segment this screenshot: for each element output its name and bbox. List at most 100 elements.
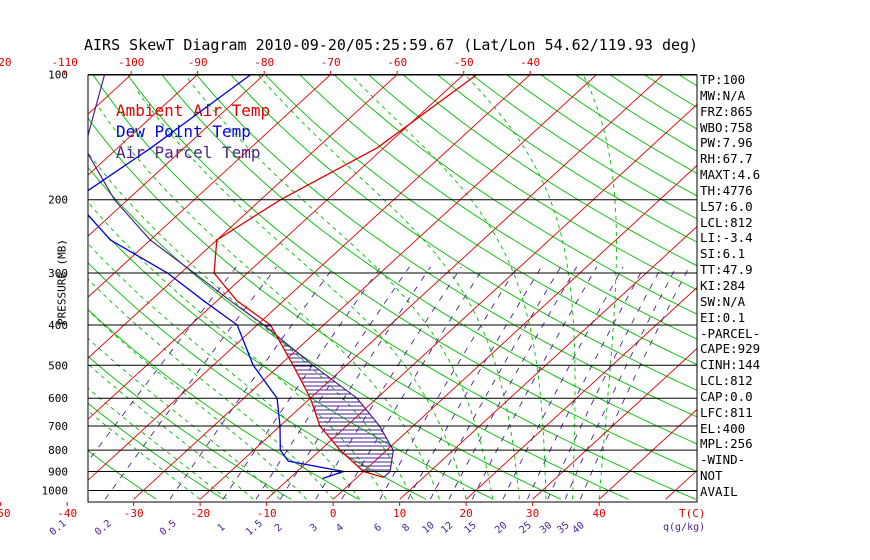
moist-adiabat xyxy=(350,75,547,500)
mixing-ratio-line xyxy=(526,266,645,500)
moist-adiabat xyxy=(88,201,387,500)
mixing-ratio-label: 6 xyxy=(372,522,384,534)
mixing-ratio-label: 35 xyxy=(555,520,571,536)
mixing-ratio-label: 8 xyxy=(400,522,412,534)
dry-adiabat xyxy=(88,450,157,500)
isotherm xyxy=(532,347,697,500)
stat-line: KI:284 xyxy=(700,277,746,293)
moist-adiabat xyxy=(257,75,520,500)
pressure-tick-label: 200 xyxy=(48,194,68,207)
mixing-ratio-label: 15 xyxy=(462,520,478,536)
mixing-ratio-line xyxy=(104,266,277,500)
dry-adiabat xyxy=(299,75,697,340)
stat-line: FRZ:865 xyxy=(700,103,753,119)
dry-adiabat xyxy=(196,75,697,418)
mixing-ratio-label: 10 xyxy=(421,520,437,536)
top-temp-tick-label: -90 xyxy=(188,56,208,69)
stat-line: TT:47.9 xyxy=(700,262,753,278)
mixing-ratio-line xyxy=(502,266,624,500)
top-temp-tick-label: -110 xyxy=(51,56,78,69)
stat-line: MPL:256 xyxy=(700,436,753,452)
mixing-ratio-line xyxy=(429,266,562,500)
mixing-ratio-axis-label: q(g/kg) xyxy=(663,522,705,533)
dry-adiabat xyxy=(333,75,697,315)
isotherm xyxy=(332,164,697,500)
stat-line: EL:400 xyxy=(700,420,746,436)
mixing-ratio-line xyxy=(407,266,542,500)
temp-axis-label: T(C) xyxy=(679,507,706,520)
top-temp-tick-label: -70 xyxy=(321,56,341,69)
dry-adiabat xyxy=(88,498,90,500)
dry-adiabat xyxy=(747,75,870,500)
stat-line: LCL:812 xyxy=(700,214,753,230)
pressure-tick-label: 800 xyxy=(48,444,68,457)
stat-line: TH:4776 xyxy=(700,182,753,198)
mixing-ratio-label: 2 xyxy=(273,522,285,534)
top-temp-tick-label: -100 xyxy=(118,56,145,69)
stat-line: LI:-3.4 xyxy=(700,230,753,246)
stat-line: SI:6.1 xyxy=(700,246,746,262)
mixing-ratio-line xyxy=(448,266,578,500)
dry-adiabat xyxy=(368,75,697,291)
isotherm xyxy=(88,75,132,115)
dry-adiabat xyxy=(264,75,697,366)
mixing-ratio-line xyxy=(547,266,662,500)
pressure-tick-label: 600 xyxy=(48,392,68,405)
mixing-ratio-line xyxy=(471,266,598,500)
pressure-tick-label: 300 xyxy=(48,267,68,280)
plot-area xyxy=(88,75,870,500)
legend-ambient: Ambient Air Temp xyxy=(116,101,271,120)
moist-adiabat xyxy=(88,152,414,500)
dry-adiabat xyxy=(88,402,225,500)
stat-line: CAPE:929 xyxy=(700,341,761,357)
mixing-ratio-line xyxy=(255,266,410,500)
moist-adiabat xyxy=(98,107,440,500)
mixing-ratio-line xyxy=(564,266,677,500)
bottom-temp-tick-label: -50 xyxy=(0,507,11,520)
dry-adiabat xyxy=(88,214,494,500)
moist-adiabat xyxy=(88,242,361,500)
stat-line: LCL:812 xyxy=(700,373,753,389)
mixing-ratio-line xyxy=(341,266,485,500)
stats-panel: TP:100 MW:N/A FRZ:865 WBO:758 PW:7.96 RH:67.7… xyxy=(700,72,760,500)
top-temp-tick-label: -40 xyxy=(520,56,540,69)
dry-adiabat xyxy=(437,75,697,243)
isotherm xyxy=(88,75,265,237)
pressure-tick-label: 700 xyxy=(48,420,68,433)
mixing-ratio-label: 3 xyxy=(308,522,320,534)
pressure-tick-label: 400 xyxy=(48,319,68,332)
mixing-ratio-label: 0.5 xyxy=(158,518,179,538)
mixing-ratio-label: 0.1 xyxy=(48,518,69,538)
bottom-temp-tick-label: -30 xyxy=(124,507,144,520)
dewpoint-line xyxy=(88,75,344,480)
isotherm xyxy=(665,469,697,500)
bottom-temp-tick-label: -20 xyxy=(190,507,210,520)
stat-line: MAXT:4.6 xyxy=(700,167,761,183)
stat-line: -PARCEL- xyxy=(700,325,761,341)
moist-adiabat xyxy=(88,387,227,500)
stat-line: L57:6.0 xyxy=(700,198,753,214)
mixing-ratio-line xyxy=(169,266,335,500)
mixing-ratio-label: 0.2 xyxy=(93,518,114,538)
mixing-ratio-label: 12 xyxy=(439,520,455,536)
mixing-ratio-line xyxy=(222,266,381,500)
dry-adiabat xyxy=(92,75,696,500)
dry-adiabat xyxy=(127,75,697,473)
bottom-temp-tick-label: -10 xyxy=(257,507,277,520)
stat-line: -WIND- xyxy=(700,452,746,468)
isotherm xyxy=(88,75,464,420)
dry-adiabat xyxy=(402,75,697,267)
bottom-temp-tick-label: 0 xyxy=(330,507,337,520)
isotherm xyxy=(199,75,664,500)
mixing-ratio-line xyxy=(88,266,237,462)
mixing-ratio-label: 1 xyxy=(216,522,228,534)
bottom-temp-tick-label: 20 xyxy=(460,507,473,520)
legend-dewpoint: Dew Point Temp xyxy=(116,122,251,141)
mixing-ratio-line xyxy=(579,266,690,500)
moist-adiabat xyxy=(88,278,334,500)
bottom-temp-tick-label: 40 xyxy=(593,507,606,520)
mixing-ratio-label: 1.5 xyxy=(244,518,265,538)
bottom-temp-tick-label: 10 xyxy=(393,507,406,520)
top-temp-tick-label: -60 xyxy=(387,56,407,69)
